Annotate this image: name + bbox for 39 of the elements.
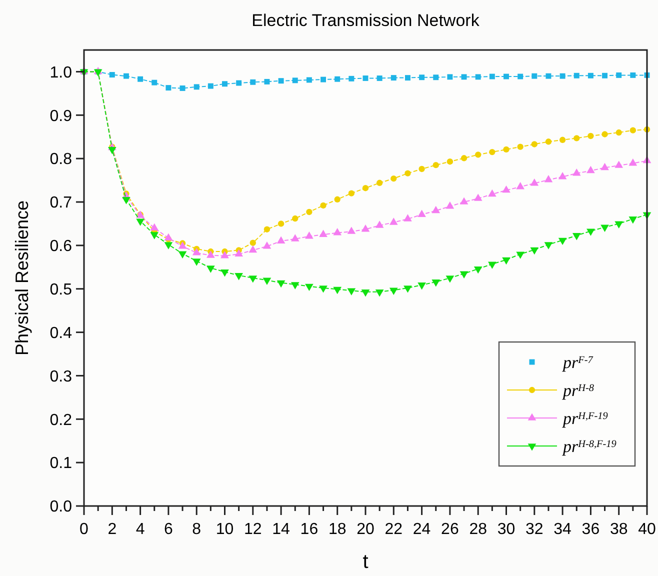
x-tick-label: 38 — [610, 521, 628, 538]
x-tick-label: 18 — [328, 521, 346, 538]
y-tick-label: 1.0 — [50, 64, 72, 82]
y-axis-title: Physical Resilience — [12, 200, 32, 356]
y-tick-label: 0.8 — [50, 151, 72, 168]
x-tick-label: 6 — [164, 521, 173, 538]
legend-label: pr$^{H-8,F-19}$ — [562, 437, 616, 456]
x-tick-label: 8 — [192, 521, 202, 538]
legend-label: pr$^{H-8}$ — [562, 381, 594, 400]
x-tick-label: 14 — [272, 521, 290, 538]
x-tick-label: 34 — [554, 521, 572, 538]
y-tick-label: 0.2 — [50, 412, 72, 429]
x-tick-label: 20 — [356, 521, 374, 538]
x-tick-label: 12 — [244, 521, 262, 538]
x-tick-label: 32 — [526, 521, 544, 538]
y-tick-label: 0.9 — [50, 108, 72, 125]
chart-title: Electric Transmission Network — [252, 11, 480, 30]
x-tick-label: 16 — [300, 521, 318, 538]
x-tick-label: 4 — [136, 521, 145, 538]
y-tick-label: 0.6 — [50, 238, 72, 256]
y-tick-label: 0.3 — [50, 368, 72, 386]
legend-label: pr$^{H,F-19}$ — [562, 409, 608, 428]
x-tick-label: 24 — [412, 521, 431, 538]
x-tick-label: 22 — [384, 521, 403, 538]
x-tick-label: 26 — [441, 521, 459, 538]
x-tick-label: 40 — [638, 521, 656, 538]
x-axis-title: t — [362, 551, 369, 573]
x-tick-label: 36 — [582, 521, 600, 538]
x-tick-label: 28 — [469, 521, 488, 538]
x-tick-label: 2 — [108, 521, 117, 538]
y-tick-label: 0.4 — [50, 324, 72, 342]
y-tick-label: 0.0 — [50, 498, 72, 516]
legend-label: pr$^{F-7}$ — [562, 353, 594, 372]
y-tick-label: 0.5 — [50, 281, 72, 298]
x-tick-label: 30 — [497, 521, 516, 538]
x-tick-label: 10 — [216, 521, 234, 538]
x-tick-label: 0 — [80, 521, 89, 538]
y-tick-label: 0.1 — [50, 455, 72, 472]
y-tick-label: 0.7 — [50, 194, 72, 212]
